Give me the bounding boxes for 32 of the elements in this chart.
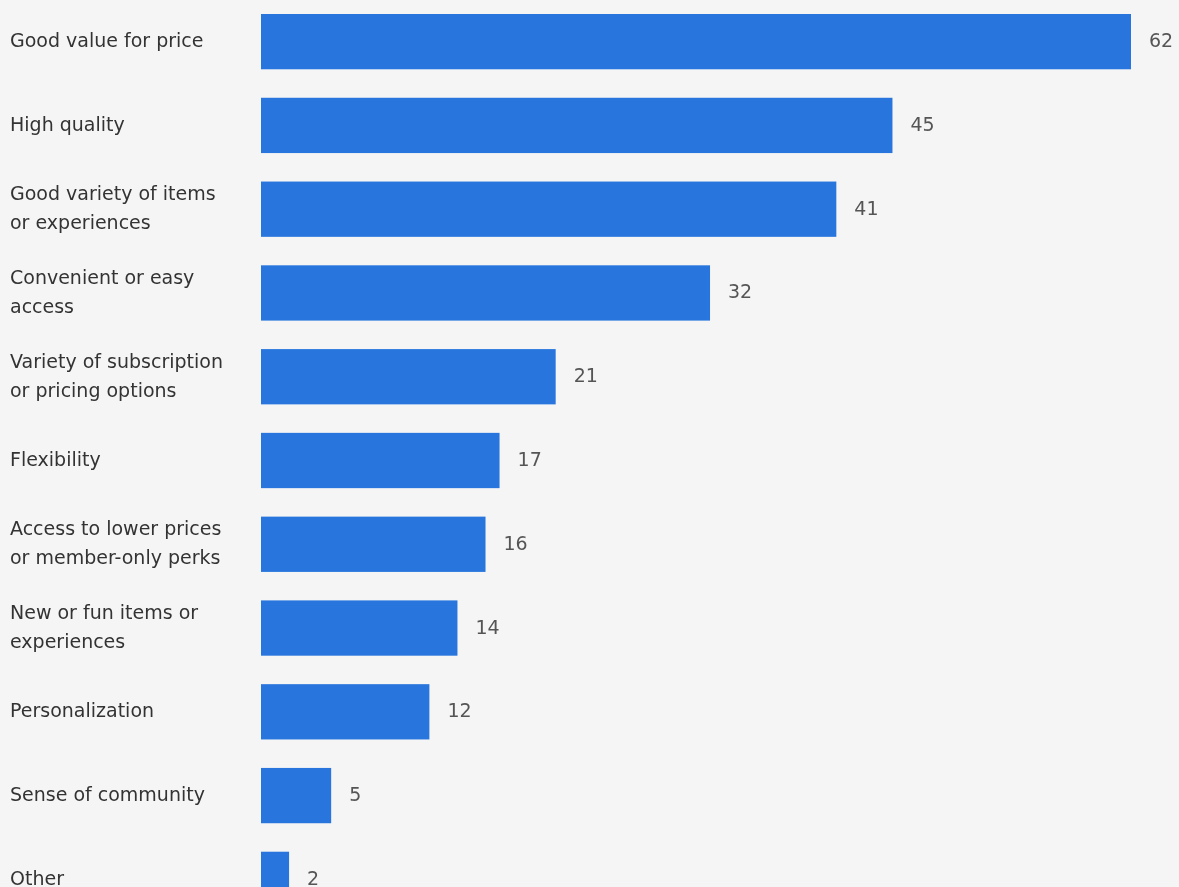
y-tick-label: Other (10, 866, 65, 887)
bar (261, 181, 837, 237)
y-tick-label: Convenient or easy access (10, 265, 195, 317)
y-tick-label: Variety of subscription or pricing options (10, 349, 223, 401)
bar (261, 97, 893, 154)
bar (261, 684, 430, 740)
data-label: 45 (910, 112, 935, 135)
y-tick-label: High quality (10, 112, 125, 135)
data-label: 2 (307, 866, 320, 887)
data-label: 41 (854, 196, 879, 219)
data-label: 12 (447, 699, 472, 722)
bar (261, 516, 486, 572)
y-tick-label: Good value for price (10, 29, 204, 52)
bar (261, 767, 332, 824)
y-tick-label: Sense of community (10, 783, 205, 806)
data-label: 16 (503, 531, 528, 554)
y-tick-label: Personalization (10, 699, 155, 722)
data-label: 21 (573, 364, 598, 387)
bar (261, 600, 458, 656)
bar (261, 349, 556, 405)
y-tick-label: New or fun items or experiences (10, 601, 199, 653)
data-label: 62 (1149, 29, 1174, 52)
data-label: 5 (349, 783, 362, 806)
y-tick-label: Good variety of items or experiences (10, 182, 216, 234)
bar (261, 432, 500, 489)
data-label: 17 (517, 448, 542, 470)
bar (261, 265, 711, 321)
y-tick-label: Flexibility (10, 448, 101, 470)
y-tick-label: Access to lower prices or member-only perks (10, 517, 222, 569)
data-label: 14 (475, 615, 500, 638)
data-label: 32 (728, 280, 753, 303)
bar (261, 14, 1131, 70)
